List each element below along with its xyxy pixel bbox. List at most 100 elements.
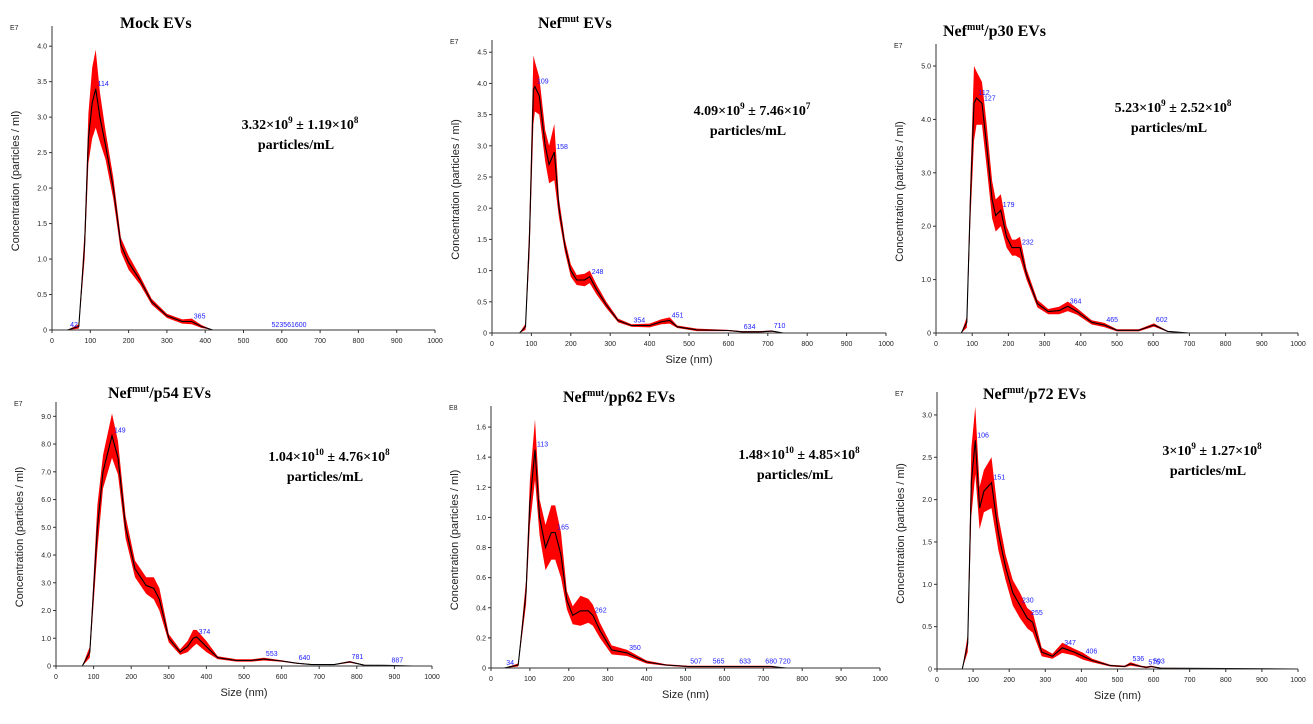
y-exponent-label: E7 [450,39,459,46]
y-tick-label: 3.0 [41,580,51,587]
peak-size-label: 602 [1156,317,1168,324]
peak-size-label: 109 [537,79,549,86]
x-tick-label: 500 [1111,341,1123,348]
y-tick-label: 3.0 [922,412,932,419]
x-tick-label: 800 [353,338,365,345]
peak-size-label: 350 [629,645,641,652]
x-tick-label: 200 [1003,341,1015,348]
y-tick-label: 7.0 [41,469,51,476]
y-tick-label: 4.0 [37,44,47,51]
y-tick-label: 1.0 [476,515,486,522]
y-tick-label: 0.5 [37,292,47,299]
x-tick-label: 500 [683,341,695,348]
x-tick-label: 400 [641,676,653,683]
chart-panel-6: 0 0.5 1.0 1.5 2.0 2.5 3.0 0 100 200 300 400 500 600 70… [895,385,1306,702]
x-tick-label: 300 [161,338,173,345]
y-tick-label: 1.0 [477,268,487,275]
concentration-unit: particles/mL [710,124,786,139]
peak-size-label: 634 [744,324,756,331]
y-tick-label: 0.5 [477,299,487,306]
y-tick-label: 0.5 [922,624,932,631]
x-tick-label: 400 [199,338,211,345]
peak-size-label: 158 [556,144,568,151]
x-tick-label: 800 [796,676,808,683]
peak-size-label: 127 [984,95,996,102]
peak-size-label: 248 [592,269,604,276]
panel-title-main: Mock EVs [120,15,192,32]
y-exponent-label: E7 [14,401,23,408]
y-tick-label: 1.0 [37,257,47,264]
y-exponent-label: E7 [894,43,903,50]
y-tick-label: 0 [43,328,47,335]
x-axis-label: Size (nm) [665,354,712,366]
x-tick-label: 0 [935,677,939,684]
y-tick-label: 1.6 [476,425,486,432]
x-tick-label: 900 [1256,341,1268,348]
x-tick-label: 600 [1148,677,1160,684]
x-tick-label: 1000 [1290,341,1306,348]
y-exponent-label: E8 [449,405,458,412]
panel-title: Nefmut/pp62 EVs [563,388,675,406]
conc-mantissa: 1.48×10 [738,448,784,463]
conc-mantissa: 3×10 [1162,444,1191,459]
x-tick-label: 500 [238,338,250,345]
y-axis-label: Concentration (particles / ml) [450,119,462,260]
y-tick-label: 2.0 [37,186,47,193]
conc-exponent: 10 [315,447,325,457]
y-tick-label: 2.0 [922,497,932,504]
conc-error: ± 1.19×10 [293,118,354,133]
conc-error-exponent: 7 [806,101,811,111]
peak-size-label: 106 [977,432,989,439]
conc-error-exponent: 8 [385,447,390,457]
y-tick-label: 1.5 [477,237,487,244]
y-tick-label: 0 [928,667,932,674]
y-tick-label: 3.5 [37,79,47,86]
x-tick-label: 200 [125,674,137,681]
conc-exponent: 9 [1161,98,1166,108]
peak-size-label: 575 [1148,659,1160,666]
peak-size-label: 553 [266,651,278,658]
peak-size-label: 34 [506,660,514,667]
peak-size-label: 165 [557,524,569,531]
x-tick-label: 400 [1076,677,1088,684]
mean-concentration-line [56,433,432,667]
y-tick-label: 9.0 [41,414,51,421]
x-tick-label: 700 [762,341,774,348]
peak-size-label: 536 [1132,656,1144,663]
x-tick-label: 800 [801,341,813,348]
x-axis-label: Size (nm) [220,687,267,699]
y-tick-label: 0 [482,666,486,673]
peak-size-label: 114 [98,81,109,88]
conc-mantissa: 5.23×10 [1115,101,1161,116]
error-band [52,49,435,330]
y-exponent-label: E7 [10,25,19,32]
x-tick-label: 300 [602,676,614,683]
x-tick-label: 300 [163,674,175,681]
peak-size-label: 887 [392,657,404,664]
panel-title-superscript: mut [587,388,605,399]
x-tick-label: 700 [1184,677,1196,684]
x-tick-label: 100 [967,677,979,684]
x-tick-label: 500 [680,676,692,683]
panel-title: Nefmut/p30 EVs [943,22,1046,40]
y-axis-label: Concentration (particles / ml) [895,463,907,604]
y-exponent-label: E7 [895,391,904,398]
y-tick-label: 0 [47,664,51,671]
peak-size-label: 507 [690,658,702,665]
peak-size-label: 255 [1031,610,1043,617]
y-tick-label: 2.5 [477,175,487,182]
x-tick-label: 100 [88,674,100,681]
chart-panel-4: 0 1.0 2.0 3.0 4.0 5.0 6.0 7.0 8.0 9.0 0 100 200 300 40… [14,384,440,699]
x-tick-label: 1000 [424,674,440,681]
x-tick-label: 600 [723,341,735,348]
mean-concentration-line [491,449,880,669]
peak-size-label: 710 [774,323,786,330]
y-tick-label: 1.0 [921,277,931,284]
panel-title-main: Nef [538,15,563,32]
mean-concentration-line [937,440,1299,670]
concentration-value: 3.32×109 ± 1.19×108 [242,115,359,133]
concentration-unit: particles/mL [757,468,833,483]
x-tick-label: 300 [604,341,616,348]
y-axis-label: Concentration (particles / ml) [14,467,26,608]
